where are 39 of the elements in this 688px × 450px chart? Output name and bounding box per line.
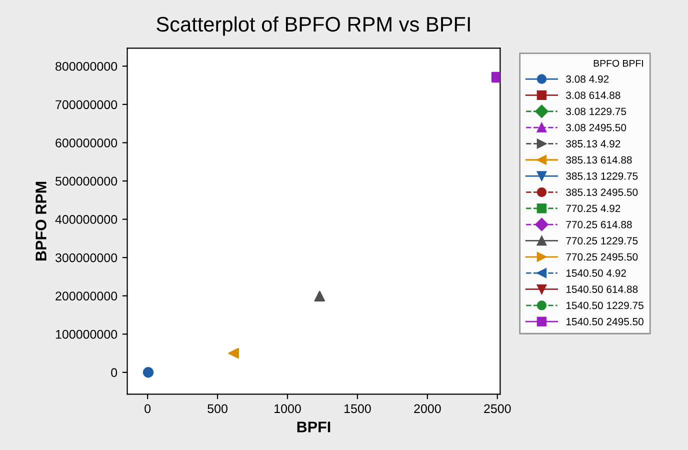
x-axis-title: BPFI bbox=[297, 422, 330, 432]
legend-label: 1540.50 1229.75 bbox=[566, 302, 644, 310]
y-axis-title: BPFO RPM bbox=[36, 182, 46, 260]
legend-label: 770.25 1229.75 bbox=[566, 237, 638, 244]
y-tick-label: 800000000 bbox=[56, 62, 118, 71]
y-tick-label: 300000000 bbox=[55, 253, 118, 262]
x-tick-label: 0 bbox=[144, 404, 151, 414]
point bbox=[228, 348, 239, 359]
y-tick-label: 100000000 bbox=[56, 330, 118, 339]
y-tick-label: 200000000 bbox=[56, 292, 118, 300]
legend-label: 1540.50 614.88 bbox=[566, 286, 638, 293]
x-tick-label: 500 bbox=[208, 404, 228, 414]
legend-label: 385.13 1229.75 bbox=[566, 172, 638, 180]
x-tick-label: 2500 bbox=[484, 404, 511, 414]
legend-label: 1540.50 4.92 bbox=[566, 269, 626, 277]
legend-label: 3.08 1229.75 bbox=[566, 108, 626, 116]
x-tick-label: 2000 bbox=[414, 404, 441, 414]
point bbox=[142, 367, 154, 378]
legend-label: 385.13 2495.50 bbox=[566, 188, 638, 196]
y-tick-label: 400000000 bbox=[55, 215, 118, 224]
x-tick-label: 1000 bbox=[274, 404, 301, 414]
point bbox=[314, 290, 325, 302]
legend-label: 1540.50 2495.50 bbox=[566, 318, 644, 326]
chart-title: Scatterplot of BPFO RPM vs BPFI bbox=[156, 16, 470, 36]
y-tick-label: 600000000 bbox=[56, 138, 118, 148]
y-tick-label: 500000000 bbox=[55, 176, 118, 186]
legend-label: 3.08 614.88 bbox=[566, 92, 620, 99]
legend-label: 3.08 4.92 bbox=[566, 75, 609, 83]
y-tick-label: 0 bbox=[111, 368, 118, 378]
legend-label: 770.25 2495.50 bbox=[566, 253, 638, 261]
legend-title: BPFO BPFI bbox=[594, 60, 643, 67]
legend-label: 770.25 614.88 bbox=[566, 220, 632, 228]
legend-label: 385.13 4.92 bbox=[566, 140, 620, 148]
legend-label: 3.08 2495.50 bbox=[566, 124, 626, 132]
point bbox=[491, 72, 500, 83]
legend-label: 770.25 4.92 bbox=[566, 204, 620, 212]
legend-label: 385.13 614.88 bbox=[566, 156, 632, 164]
x-tick-label: 1500 bbox=[344, 404, 371, 414]
y-tick-label: 700000000 bbox=[56, 100, 118, 110]
